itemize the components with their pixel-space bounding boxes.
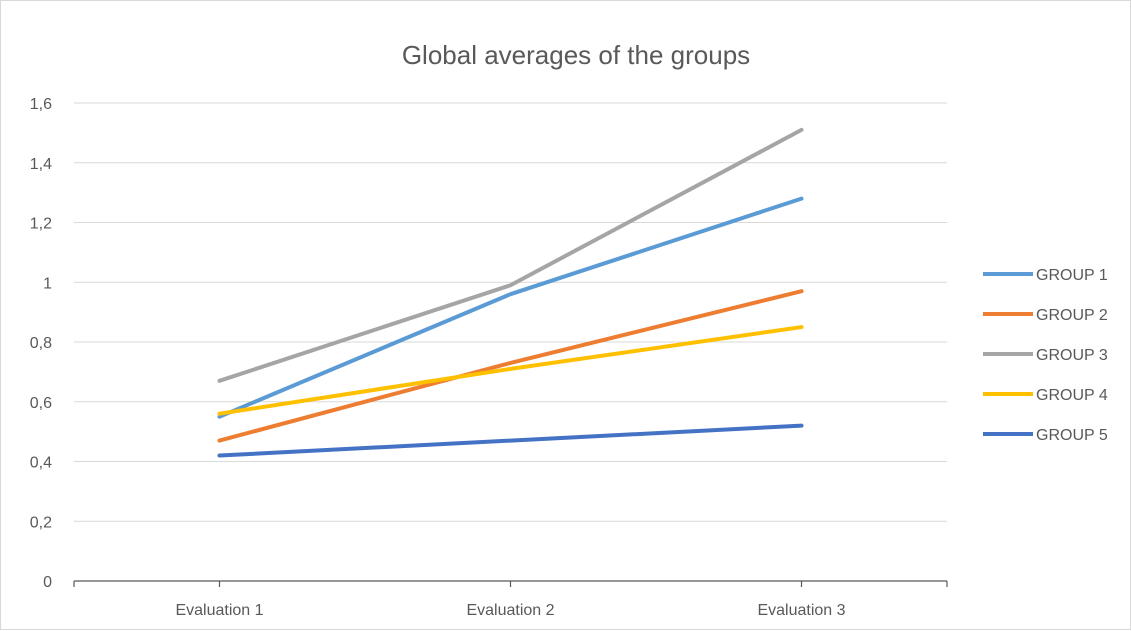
y-tick-label: 0,8 <box>30 335 52 352</box>
series-lines <box>217 127 804 458</box>
y-tick-label: 0,4 <box>30 455 52 472</box>
legend-label: GROUP 1 <box>1036 267 1108 284</box>
chart-title: Global averages of the groups <box>402 40 750 70</box>
x-tick-label: Evaluation 1 <box>175 602 263 619</box>
axes: 0 0,2 0,4 0,6 0,8 1 1,2 1,4 1,6 Evaluation 1 Evalu… <box>30 96 948 619</box>
legend-label: GROUP 4 <box>1036 387 1108 404</box>
legend-label: GROUP 3 <box>1036 347 1108 364</box>
x-tick-label: Evaluation 2 <box>466 602 554 619</box>
y-tick-label: 1,2 <box>30 216 52 233</box>
legend-label: GROUP 2 <box>1036 307 1108 324</box>
y-tick-label: 1 <box>43 275 52 292</box>
series-line-group-5 <box>217 423 804 458</box>
legend-label: GROUP 5 <box>1036 427 1108 444</box>
gridlines <box>74 102 947 522</box>
y-tick-label: 0,6 <box>30 395 52 412</box>
series-line-group-2 <box>217 289 804 443</box>
legend: GROUP 1 GROUP 2 GROUP 3 GROUP 4 GROUP 5 <box>983 267 1108 444</box>
y-tick-label: 1,6 <box>30 96 52 113</box>
x-tick-label: Evaluation 3 <box>757 602 845 619</box>
series-line-group-1 <box>217 196 804 419</box>
series-line-group-4 <box>217 325 804 416</box>
y-tick-label: 1,4 <box>30 156 52 173</box>
series-line-group-3 <box>217 127 804 383</box>
y-tick-label: 0,2 <box>30 514 52 531</box>
y-tick-label: 0 <box>43 574 52 591</box>
